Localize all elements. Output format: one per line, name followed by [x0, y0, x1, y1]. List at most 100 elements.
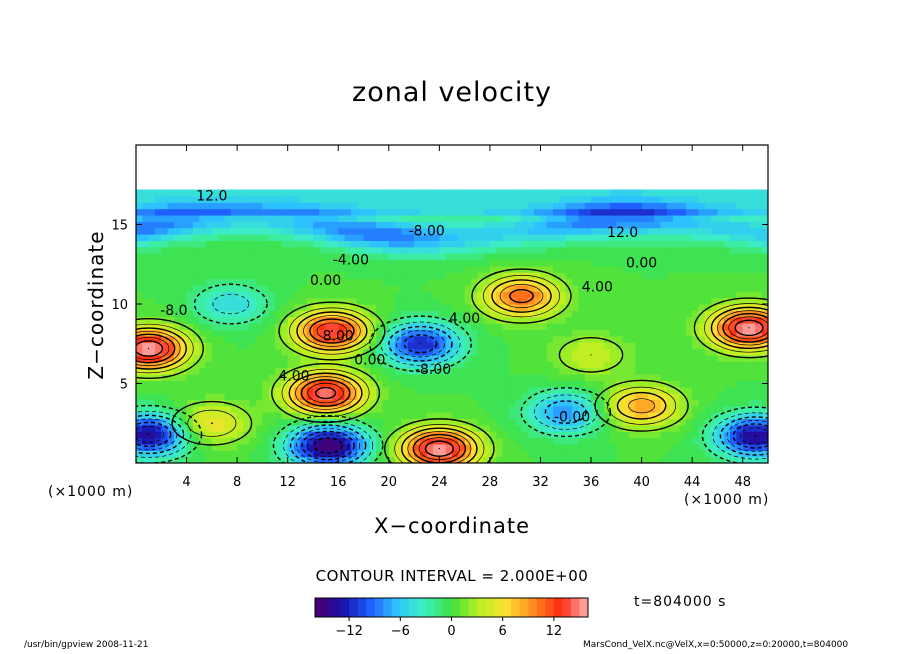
field-cell — [395, 456, 403, 463]
field-cell — [325, 234, 333, 241]
field-cell — [192, 278, 200, 286]
field-cell — [237, 361, 245, 369]
field-cell — [584, 316, 592, 324]
field-cell — [692, 367, 700, 375]
field-cell — [331, 304, 339, 311]
field-cell — [616, 405, 624, 413]
field-cell — [414, 342, 421, 350]
field-cell — [761, 284, 768, 292]
field-cell — [534, 405, 542, 413]
field-cell — [698, 361, 706, 369]
field-cell — [470, 278, 478, 286]
field-cell — [256, 259, 263, 267]
field-cell — [395, 304, 403, 311]
field-cell — [275, 189, 282, 197]
field-cell — [363, 214, 371, 222]
field-cell — [673, 240, 681, 248]
field-cell — [489, 393, 497, 400]
field-cell — [243, 297, 251, 305]
field-cell — [641, 431, 649, 439]
field-cell — [161, 214, 169, 222]
field-cell — [635, 431, 643, 439]
field-cell — [565, 195, 573, 203]
field-cell — [249, 361, 257, 369]
field-cell — [407, 234, 415, 241]
field-cell — [325, 329, 333, 337]
field-cell — [521, 386, 529, 394]
field-cell — [704, 399, 712, 407]
field-cell — [148, 253, 156, 261]
field-cell — [224, 234, 232, 241]
field-cell — [312, 240, 320, 248]
field-cell — [382, 221, 390, 229]
field-cell — [199, 304, 207, 311]
field-cell — [154, 412, 162, 420]
field-cell — [477, 323, 485, 331]
field-cell — [275, 240, 282, 248]
field-cell — [489, 214, 497, 222]
field-cell — [464, 399, 472, 407]
field-cell — [483, 373, 491, 381]
field-cell — [654, 316, 662, 324]
field-cell — [439, 418, 447, 426]
field-cell — [218, 272, 226, 280]
field-cell — [496, 393, 504, 400]
field-cell — [464, 342, 472, 350]
field-cell — [704, 310, 712, 318]
field-cell — [515, 272, 523, 280]
field-cell — [199, 450, 207, 458]
contour-line — [136, 323, 194, 374]
field-cell — [477, 399, 485, 407]
field-cell — [445, 335, 453, 343]
field-cell — [521, 221, 529, 229]
field-cell — [148, 431, 156, 439]
field-cell — [230, 393, 238, 400]
field-cell — [464, 291, 472, 299]
field-cell — [256, 342, 263, 350]
field-cell — [338, 253, 346, 261]
field-cell — [635, 348, 643, 356]
field-cell — [205, 259, 213, 267]
field-cell — [407, 297, 415, 305]
field-cell — [578, 342, 586, 350]
field-cell — [736, 214, 744, 222]
field-cell — [376, 335, 384, 343]
field-cell — [641, 386, 649, 394]
field-cell — [325, 393, 333, 400]
field-cell — [679, 443, 687, 451]
field-cell — [262, 361, 270, 369]
field-cell — [572, 310, 579, 318]
field-cell — [154, 456, 162, 463]
field-cell — [237, 386, 245, 394]
field-cell — [489, 373, 497, 381]
field-cell — [755, 297, 763, 305]
field-cell — [363, 386, 371, 394]
footer-right: MarsCond_VelX.nc@VelX,x=0:50000,z=0:2000… — [583, 640, 849, 650]
field-cell — [635, 405, 643, 413]
field-cell — [755, 189, 763, 197]
field-cell — [224, 227, 232, 235]
field-cell — [641, 348, 649, 356]
field-cell — [736, 443, 744, 451]
field-cell — [692, 310, 700, 318]
field-cell — [591, 450, 598, 458]
field-cell — [527, 386, 535, 394]
field-cell — [761, 253, 768, 261]
field-cell — [749, 214, 756, 222]
field-cell — [211, 208, 219, 216]
field-cell — [256, 195, 263, 203]
field-cell — [433, 367, 440, 375]
field-cell — [268, 367, 276, 375]
field-cell — [508, 437, 516, 445]
field-cell — [635, 450, 643, 458]
field-cell — [243, 361, 251, 369]
field-cell — [483, 259, 491, 267]
field-cell — [173, 297, 181, 305]
field-cell — [388, 310, 396, 318]
field-cell — [477, 246, 485, 254]
field-cell — [489, 272, 497, 280]
field-cell — [275, 323, 282, 331]
field-cell — [565, 227, 573, 235]
field-cell — [628, 393, 636, 400]
